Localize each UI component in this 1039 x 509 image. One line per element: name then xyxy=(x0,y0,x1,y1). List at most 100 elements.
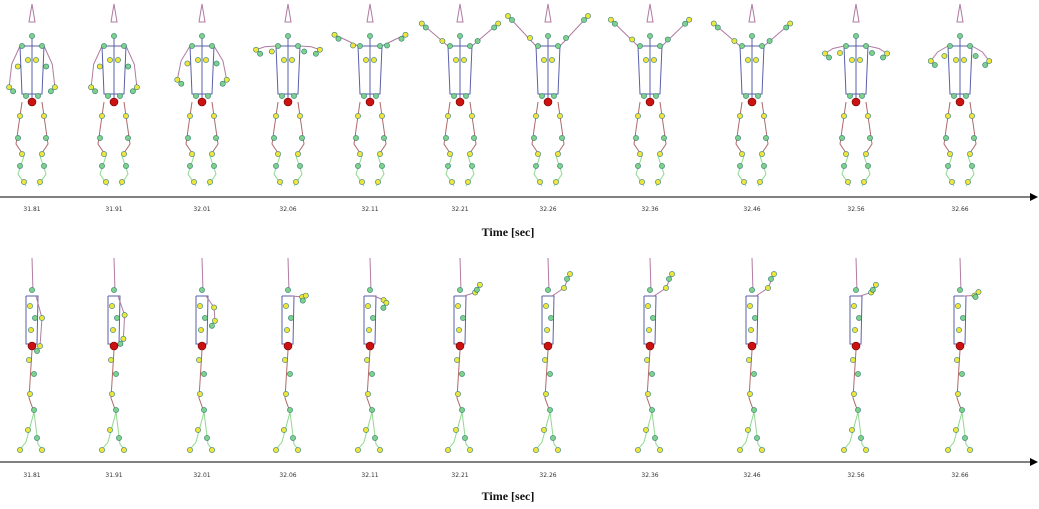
marker-yellow xyxy=(445,447,451,453)
marker-green xyxy=(384,42,390,49)
marker-yellow xyxy=(841,447,847,453)
marker-green xyxy=(768,276,774,282)
marker-yellow xyxy=(955,391,961,397)
marker-green xyxy=(92,88,98,95)
head-outline xyxy=(956,3,964,23)
marker-green xyxy=(755,93,761,99)
marker-yellow xyxy=(555,151,561,157)
marker-yellow xyxy=(25,57,31,63)
marker-yellow xyxy=(26,357,32,363)
marker-yellow xyxy=(884,50,890,57)
marker-green xyxy=(858,435,864,441)
center-of-mass-marker xyxy=(455,97,465,107)
marker-green xyxy=(447,43,453,49)
marker-yellow xyxy=(277,179,283,185)
thigh-line xyxy=(28,349,35,413)
marker-yellow xyxy=(282,357,288,363)
marker-green xyxy=(960,315,966,321)
marker-green xyxy=(189,43,195,49)
time-tick-label: 32.26 xyxy=(539,472,556,479)
marker-yellow xyxy=(969,113,975,119)
marker-yellow xyxy=(281,57,287,63)
marker-green xyxy=(635,163,641,169)
marker-yellow xyxy=(209,151,215,157)
stick-figure xyxy=(17,257,45,453)
marker-green xyxy=(982,62,989,68)
marker-yellow xyxy=(863,447,869,453)
marker-yellow xyxy=(455,391,461,397)
left-thigh xyxy=(185,101,195,157)
torso-outline xyxy=(453,295,467,345)
marker-green xyxy=(945,163,951,169)
stick-figure xyxy=(6,3,58,187)
marker-green xyxy=(299,297,306,304)
head-line xyxy=(369,257,372,293)
stick-figure xyxy=(273,257,309,453)
marker-green xyxy=(581,17,587,23)
marker-green xyxy=(279,93,285,99)
marker-green xyxy=(557,163,563,169)
marker-green xyxy=(257,50,263,57)
marker-yellow xyxy=(439,38,446,44)
marker-yellow xyxy=(253,46,259,53)
marker-yellow xyxy=(461,57,467,63)
marker-green xyxy=(445,163,451,169)
marker-green xyxy=(962,435,968,441)
marker-yellow xyxy=(445,113,451,119)
marker-yellow xyxy=(865,113,871,119)
marker-yellow xyxy=(629,36,636,43)
torso-outline xyxy=(281,295,295,345)
marker-yellow xyxy=(377,151,383,157)
left-arm xyxy=(8,45,21,88)
marker-yellow xyxy=(643,57,649,63)
marker-yellow xyxy=(608,16,614,23)
marker-yellow xyxy=(189,151,195,157)
marker-yellow xyxy=(975,289,982,295)
marker-yellow xyxy=(747,391,753,397)
center-of-mass-marker xyxy=(365,97,375,107)
marker-green xyxy=(125,135,131,141)
marker-yellow xyxy=(121,312,128,318)
marker-green xyxy=(288,315,294,321)
head-line xyxy=(649,257,652,293)
marker-yellow xyxy=(275,151,281,157)
marker-green xyxy=(361,93,367,99)
left-thigh xyxy=(633,101,643,157)
marker-yellow xyxy=(191,179,197,185)
head-line xyxy=(287,257,290,293)
marker-yellow xyxy=(197,303,203,309)
marker-yellow xyxy=(747,303,753,309)
head-outline xyxy=(456,3,464,23)
marker-green xyxy=(647,33,653,39)
marker-green xyxy=(752,315,758,321)
marker-yellow xyxy=(273,113,279,119)
marker-yellow xyxy=(543,303,549,309)
time-tick-label: 32.01 xyxy=(193,206,210,213)
marker-green xyxy=(943,135,949,141)
marker-yellow xyxy=(39,447,45,453)
marker-yellow xyxy=(731,38,738,44)
time-tick-label: 32.26 xyxy=(539,206,556,213)
marker-yellow xyxy=(39,315,45,321)
right-thigh xyxy=(467,101,477,157)
marker-green xyxy=(853,287,859,293)
marker-green xyxy=(971,135,977,141)
marker-green xyxy=(312,50,319,57)
time-tick-label: 31.81 xyxy=(23,472,40,479)
marker-green xyxy=(290,435,296,441)
marker-green xyxy=(29,287,35,293)
marker-green xyxy=(739,43,745,49)
marker-green xyxy=(117,93,123,99)
left-thigh xyxy=(943,101,953,157)
marker-green xyxy=(652,435,658,441)
marker-green xyxy=(357,43,363,49)
marker-green xyxy=(463,93,469,99)
time-tick-label: 32.46 xyxy=(743,472,760,479)
marker-yellow xyxy=(453,57,459,63)
head-outline xyxy=(852,3,860,23)
marker-green xyxy=(641,93,647,99)
marker-yellow xyxy=(787,20,794,27)
marker-green xyxy=(295,43,301,49)
marker-green xyxy=(199,33,205,39)
marker-yellow xyxy=(949,179,955,185)
